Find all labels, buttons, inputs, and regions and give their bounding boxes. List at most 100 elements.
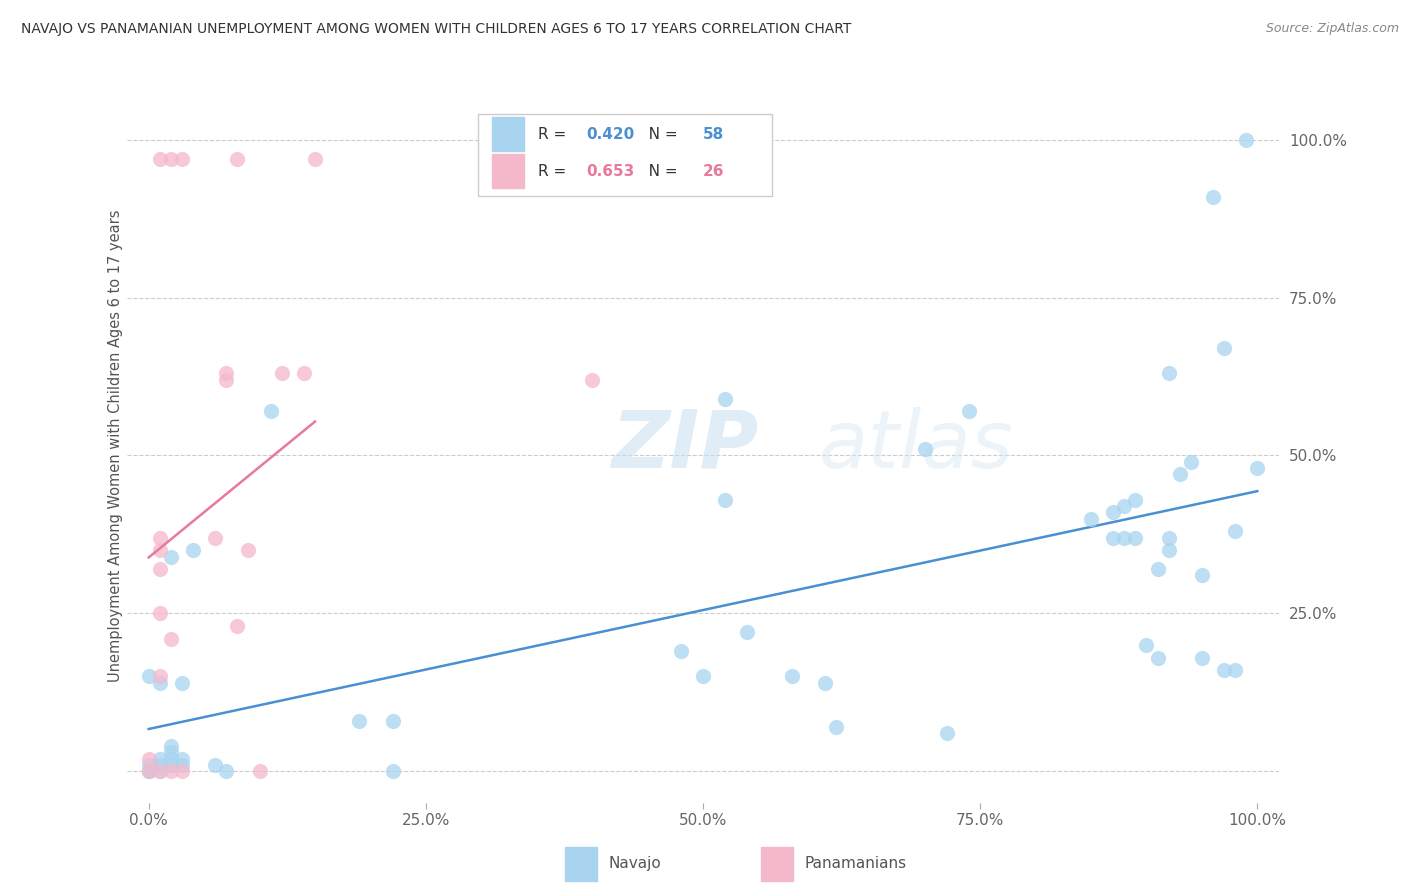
Point bbox=[138, 764, 160, 779]
Point bbox=[581, 373, 603, 387]
Point bbox=[149, 531, 172, 545]
Point bbox=[1157, 367, 1180, 381]
Point bbox=[349, 714, 371, 728]
Point bbox=[215, 367, 238, 381]
Point bbox=[204, 531, 226, 545]
Point bbox=[1180, 455, 1202, 469]
Point bbox=[238, 543, 260, 558]
FancyBboxPatch shape bbox=[565, 847, 598, 881]
Point bbox=[160, 549, 183, 564]
Point bbox=[170, 675, 193, 690]
Point bbox=[381, 714, 404, 728]
Point bbox=[149, 543, 172, 558]
Text: Source: ZipAtlas.com: Source: ZipAtlas.com bbox=[1265, 22, 1399, 36]
Point bbox=[1146, 650, 1168, 665]
Text: 0.653: 0.653 bbox=[586, 164, 634, 178]
Point bbox=[170, 758, 193, 772]
Point bbox=[270, 367, 292, 381]
Text: N =: N = bbox=[634, 164, 682, 178]
Point bbox=[957, 404, 980, 418]
Point bbox=[714, 392, 737, 406]
Point bbox=[160, 632, 183, 646]
Text: ZIP: ZIP bbox=[610, 407, 758, 485]
Point bbox=[1102, 531, 1125, 545]
Point bbox=[381, 764, 404, 779]
FancyBboxPatch shape bbox=[761, 847, 793, 881]
Text: Panamanians: Panamanians bbox=[804, 856, 907, 871]
Point bbox=[1213, 663, 1236, 677]
Text: 0.420: 0.420 bbox=[586, 127, 634, 142]
Point bbox=[149, 675, 172, 690]
Point bbox=[1125, 531, 1147, 545]
Point bbox=[1213, 341, 1236, 355]
Point bbox=[1191, 650, 1213, 665]
Point bbox=[1223, 524, 1246, 539]
Point bbox=[149, 562, 172, 576]
Point bbox=[669, 644, 692, 658]
FancyBboxPatch shape bbox=[492, 154, 524, 188]
Point bbox=[814, 675, 837, 690]
Point bbox=[149, 764, 172, 779]
Y-axis label: Unemployment Among Women with Children Ages 6 to 17 years: Unemployment Among Women with Children A… bbox=[108, 210, 122, 682]
Point bbox=[1157, 543, 1180, 558]
Point bbox=[170, 152, 193, 166]
Point bbox=[170, 764, 193, 779]
Point bbox=[1102, 505, 1125, 519]
Text: atlas: atlas bbox=[818, 407, 1014, 485]
Point bbox=[914, 442, 936, 457]
Point bbox=[138, 764, 160, 779]
Point bbox=[1157, 531, 1180, 545]
Text: N =: N = bbox=[634, 127, 682, 142]
Point bbox=[149, 764, 172, 779]
Point bbox=[558, 152, 581, 166]
Text: R =: R = bbox=[538, 164, 571, 178]
Point bbox=[138, 751, 160, 765]
Point bbox=[1202, 189, 1225, 203]
Point bbox=[149, 758, 172, 772]
Point bbox=[1114, 531, 1136, 545]
Point bbox=[1135, 638, 1157, 652]
Point bbox=[170, 751, 193, 765]
Point bbox=[292, 367, 315, 381]
Point bbox=[1114, 499, 1136, 513]
Point bbox=[160, 152, 183, 166]
Text: NAVAJO VS PANAMANIAN UNEMPLOYMENT AMONG WOMEN WITH CHILDREN AGES 6 TO 17 YEARS C: NAVAJO VS PANAMANIAN UNEMPLOYMENT AMONG … bbox=[21, 22, 852, 37]
Text: 58: 58 bbox=[703, 127, 724, 142]
Text: 26: 26 bbox=[703, 164, 724, 178]
Point bbox=[226, 152, 249, 166]
Text: R =: R = bbox=[538, 127, 571, 142]
Point bbox=[138, 758, 160, 772]
FancyBboxPatch shape bbox=[478, 114, 772, 196]
Point bbox=[780, 669, 803, 683]
Point bbox=[1080, 511, 1102, 525]
Point bbox=[1246, 461, 1268, 475]
Point bbox=[181, 543, 204, 558]
Point bbox=[138, 669, 160, 683]
Point bbox=[1146, 562, 1168, 576]
Point bbox=[935, 726, 957, 740]
Point bbox=[1168, 467, 1191, 482]
Point bbox=[226, 619, 249, 633]
Point bbox=[149, 152, 172, 166]
Point bbox=[825, 720, 848, 734]
Point bbox=[1125, 492, 1147, 507]
Point bbox=[160, 739, 183, 753]
Point bbox=[160, 745, 183, 759]
Point bbox=[1191, 568, 1213, 582]
Point bbox=[160, 751, 183, 765]
Point bbox=[249, 764, 271, 779]
Point bbox=[304, 152, 326, 166]
Point bbox=[1223, 663, 1246, 677]
Point bbox=[1234, 133, 1257, 147]
Point bbox=[160, 758, 183, 772]
Text: Navajo: Navajo bbox=[609, 856, 661, 871]
Point bbox=[714, 492, 737, 507]
Point bbox=[204, 758, 226, 772]
FancyBboxPatch shape bbox=[492, 117, 524, 152]
Point bbox=[160, 764, 183, 779]
Point bbox=[149, 607, 172, 621]
Point bbox=[149, 751, 172, 765]
Point bbox=[215, 373, 238, 387]
Point bbox=[138, 764, 160, 779]
Point bbox=[692, 669, 714, 683]
